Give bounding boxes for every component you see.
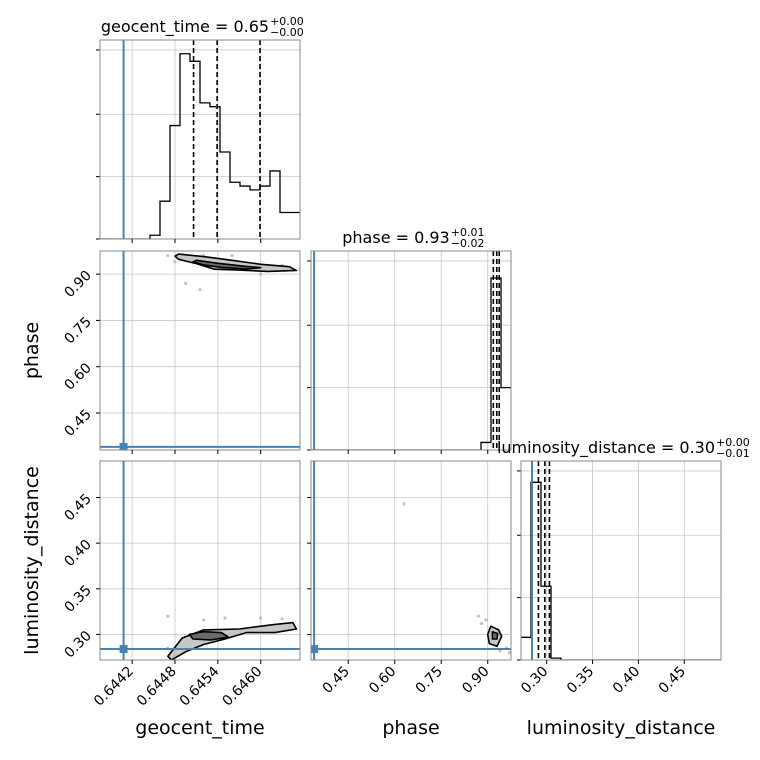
- title-text: geocent_time = 0.65: [101, 17, 269, 37]
- y-tick-label: 0.75: [61, 314, 94, 347]
- hist-panel-geocent_time: geocent_time = 0.65 +0.00−0.00: [96, 15, 304, 243]
- title-minus: −0.01: [716, 447, 750, 460]
- sample-point: [166, 254, 170, 258]
- panel-background: [311, 251, 511, 450]
- hist-panel-phase: phase = 0.93 +0.01−0.02: [307, 226, 512, 454]
- title-plus: +0.01: [451, 226, 485, 239]
- y-axis-label-phase: phase: [21, 322, 43, 379]
- sample-point: [507, 651, 511, 655]
- hist-panel-luminosity_distance: 0.30 0.35 0.40 0.45 luminosity_distance = 0.…: [497, 436, 750, 697]
- panel-border: [520, 460, 722, 661]
- title-equals: =: [656, 438, 680, 457]
- title-plus: +0.00: [270, 15, 304, 28]
- hist-step-line: [311, 277, 511, 450]
- sample-point: [223, 616, 227, 620]
- sample-point: [259, 272, 263, 276]
- panel-background: [311, 461, 511, 660]
- title-param: geocent_time: [101, 17, 210, 37]
- y-tick-label: 0.60: [61, 360, 94, 393]
- panel-title: phase = 0.93 +0.01−0.02: [342, 226, 484, 250]
- panel-plot-area: [100, 251, 300, 450]
- y-tick-label: 0.45: [61, 491, 94, 524]
- x-axis-label-phase: phase: [382, 717, 439, 739]
- title-minus: −0.00: [270, 26, 304, 39]
- y-axis-label-luminosity_distance: luminosity_distance: [21, 466, 43, 655]
- x-tick-label: 0.45: [320, 664, 353, 697]
- title-text: luminosity_distance = 0.30: [497, 438, 715, 458]
- panel-background: [521, 461, 721, 660]
- contour-outer: [174, 253, 298, 273]
- x-tick-label: 0.35: [564, 664, 597, 697]
- sample-point: [498, 649, 502, 653]
- panel-border: [310, 250, 512, 451]
- title-median: 0.93: [414, 228, 450, 247]
- x-tick-label: 0.75: [413, 664, 446, 697]
- y-tick-label: 0.40: [61, 537, 94, 570]
- y-tick-label: 0.35: [61, 582, 94, 615]
- title-median: 0.30: [679, 438, 715, 457]
- panel-plot-area: [100, 461, 300, 660]
- title-text: phase = 0.93: [342, 228, 449, 247]
- x-tick-label: 0.30: [518, 664, 551, 697]
- sample-point: [166, 614, 170, 618]
- truth-marker: [311, 645, 319, 654]
- panel-border: [310, 460, 512, 661]
- sample-point: [479, 621, 484, 626]
- panel-2d-phase-vs-luminosity_distance: 0.45 0.60 0.75 0.90: [307, 460, 512, 697]
- title-param: luminosity_distance: [497, 438, 656, 458]
- x-tick-label: 0.6454: [177, 663, 223, 709]
- hist-plot-area: [521, 461, 721, 660]
- sample-point: [173, 260, 177, 264]
- panel-2d-geocent_time-vs-phase: 0.45 0.60 0.75 0.90: [61, 250, 301, 454]
- x-tick-label: 0.45: [656, 664, 689, 697]
- title-median: 0.65: [233, 17, 269, 36]
- x-tick-label: 0.6448: [134, 664, 180, 710]
- y-tick-label: 0.30: [61, 628, 94, 661]
- title-plus: +0.00: [716, 436, 750, 449]
- truth-marker: [119, 645, 128, 654]
- hist-plot-area: [100, 40, 300, 239]
- panel-border: [99, 250, 301, 451]
- sample-point: [484, 618, 488, 622]
- title-equals: =: [210, 17, 234, 36]
- title-param: phase: [342, 228, 390, 247]
- panel-border: [99, 460, 301, 661]
- hist-step-line: [100, 53, 300, 239]
- sample-point: [476, 614, 481, 618]
- panel-plot-area: [311, 461, 511, 660]
- x-tick-label: 0.40: [610, 664, 643, 697]
- x-tick-label: 0.6442: [91, 664, 137, 710]
- hist-step-line: [521, 481, 721, 660]
- panel-title: geocent_time = 0.65 +0.00−0.00: [101, 15, 304, 39]
- sample-point: [280, 617, 284, 621]
- truth-marker: [119, 442, 128, 450]
- contour-inner: [192, 259, 262, 270]
- panel-border: [99, 39, 301, 240]
- x-axis-label-luminosity_distance: luminosity_distance: [527, 717, 716, 739]
- x-axis-label-geocent_time: geocent_time: [135, 717, 264, 739]
- y-tick-label: 0.45: [61, 406, 94, 439]
- title-minus: −0.02: [451, 237, 485, 250]
- contour-inner: [188, 630, 230, 641]
- panel-background: [100, 251, 300, 450]
- y-tick-label: 0.90: [61, 268, 94, 301]
- sample-point: [198, 287, 202, 292]
- sample-point: [230, 254, 234, 258]
- x-tick-label: 0.60: [366, 664, 399, 697]
- sample-point: [201, 618, 206, 622]
- sample-point: [402, 502, 406, 506]
- sample-point: [259, 616, 263, 620]
- contour-inner: [491, 630, 499, 640]
- panel-title: luminosity_distance = 0.30 +0.00−0.01: [497, 436, 750, 460]
- title-equals: =: [391, 228, 415, 247]
- x-tick-label: 0.6460: [220, 664, 266, 710]
- x-tick-label: 0.90: [459, 664, 492, 697]
- hist-plot-area: [311, 251, 511, 450]
- sample-point: [184, 281, 188, 285]
